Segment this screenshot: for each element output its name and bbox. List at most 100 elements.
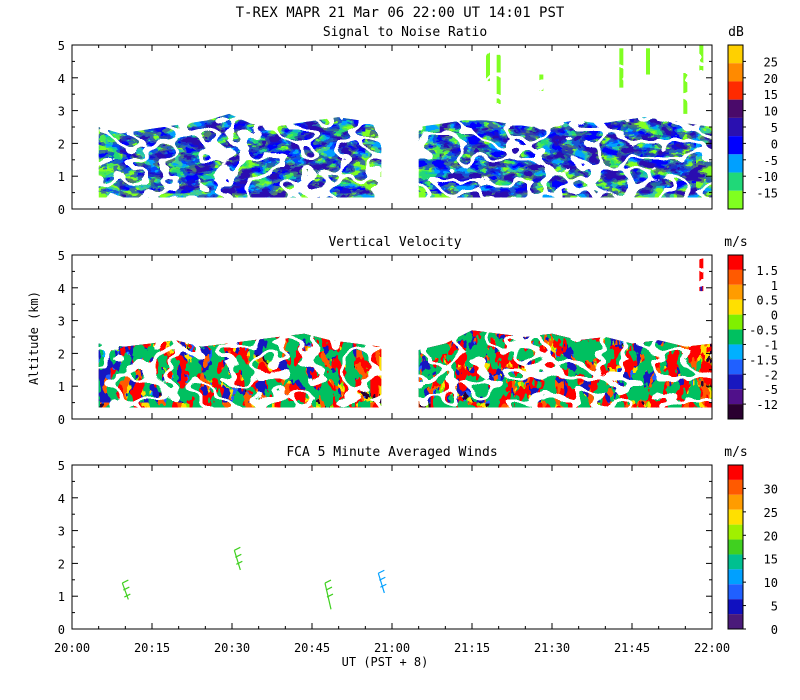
colorbar-swatch <box>728 404 743 419</box>
velocity-heatmap <box>98 258 712 408</box>
wind-barb <box>377 569 387 594</box>
colorbar-label: 20 <box>764 72 778 86</box>
colorbar-swatch <box>728 539 743 555</box>
colorbar-swatch <box>728 284 743 300</box>
snr-return <box>699 45 704 72</box>
colorbar-swatch <box>728 569 743 585</box>
colorbar-label: 0 <box>771 623 778 637</box>
y-tick-label: 1 <box>58 170 65 184</box>
colorbar-label: -15 <box>756 187 778 201</box>
x-tick-label: 21:00 <box>374 641 410 655</box>
colorbar-swatch <box>728 172 743 191</box>
colorbar-label: -0.5 <box>749 324 778 338</box>
heatmap-layer <box>119 113 382 198</box>
y-tick-label: 3 <box>58 525 65 539</box>
colorbar-swatch <box>728 117 743 137</box>
colorbar-swatch <box>728 524 743 540</box>
colorbar-label: 1 <box>771 279 778 293</box>
colorbar-label: 0 <box>771 309 778 323</box>
x-tick-label: 20:15 <box>134 641 170 655</box>
snr-panel-title: Signal to Noise Ratio <box>323 25 487 40</box>
y-tick-label: 4 <box>58 282 65 296</box>
winds-axes: 0 1 2 3 4 5 <box>58 459 713 637</box>
colorbar-swatch <box>728 299 743 315</box>
colorbar-swatch <box>728 494 743 510</box>
velocity-return <box>699 258 704 292</box>
y-tick-label: 1 <box>58 590 65 604</box>
wind-barb-flag <box>234 546 241 551</box>
x-tick-labels: 20:00 20:15 20:30 20:45 21:00 21:15 21:30 21:45… <box>54 641 730 655</box>
colorbar-label: 25 <box>764 55 778 69</box>
velocity-return <box>700 281 703 292</box>
y-tick-label: 1 <box>58 380 65 394</box>
colorbar-label: 10 <box>764 105 778 119</box>
colorbar-frame <box>727 464 744 630</box>
x-axis-label: UT (PST + 8) <box>342 655 429 669</box>
heatmap-region <box>98 113 382 198</box>
y-axis-label: Altitude (km) <box>27 291 41 385</box>
wind-barb <box>324 579 334 610</box>
wind-barb-flag <box>123 586 130 591</box>
velocity-colorbar: 1.510.50-0.5-1-1.5-2-5-12 <box>727 254 778 420</box>
colorbar-label: 0.5 <box>756 294 778 308</box>
colorbar-swatch <box>728 465 743 480</box>
wind-barb <box>121 579 131 600</box>
x-tick-label: 21:15 <box>454 641 490 655</box>
colorbar-label: -1.5 <box>749 353 778 367</box>
colorbar-label: 1.5 <box>756 264 778 278</box>
velocity-colorbar-unit: m/s <box>724 235 747 250</box>
colorbar-swatch <box>728 190 743 209</box>
y-tick-label: 2 <box>58 557 65 571</box>
colorbar-swatch <box>728 584 743 600</box>
plot-frame <box>71 464 713 630</box>
colorbar-swatch <box>728 81 743 100</box>
winds-colorbar: 30 25 20 15 10 5 0 <box>727 464 778 637</box>
colorbar-swatch <box>728 389 743 405</box>
snr-colorbar: 25 20 15 10 5 0 -5 -10 -15 <box>727 44 778 210</box>
colorbar-label: -1 <box>764 338 778 352</box>
colorbar-label: -5 <box>764 383 778 397</box>
snr-return <box>646 48 650 75</box>
colorbar-label: 15 <box>764 553 778 567</box>
colorbar-swatch <box>728 554 743 570</box>
wind-barb-flag <box>122 579 129 584</box>
x-tick-label: 20:45 <box>294 641 330 655</box>
x-tick-label: 20:00 <box>54 641 90 655</box>
wind-barb-flag <box>325 586 333 591</box>
y-tick-label: 3 <box>58 105 65 119</box>
x-tick-label: 21:45 <box>614 641 650 655</box>
y-tick-label: 0 <box>58 623 65 637</box>
snr-return <box>619 48 624 88</box>
heatmap-layer <box>418 330 701 408</box>
y-tick-label: 2 <box>58 137 65 151</box>
heatmap-region <box>98 333 382 408</box>
heatmap-layer <box>439 117 712 198</box>
colorbar-label: 15 <box>764 88 778 102</box>
velocity-panel-title: Vertical Velocity <box>328 235 461 250</box>
wind-barb-flag <box>124 593 131 598</box>
heatmap-layer <box>98 333 371 408</box>
colorbar-label: 20 <box>764 529 778 543</box>
colorbar-label: -5 <box>764 154 778 168</box>
wind-barb-shaft <box>121 582 129 600</box>
wind-barb-flag <box>380 583 387 588</box>
colorbar-label: 0 <box>771 137 778 151</box>
colorbar-frame <box>727 254 744 420</box>
y-tick-label: 5 <box>58 249 65 263</box>
colorbar-swatch <box>728 374 743 390</box>
colorbar-label: -12 <box>756 398 778 412</box>
heatmap-region <box>418 117 712 198</box>
snr-colorbar-unit: dB <box>728 25 744 40</box>
colorbar-swatch <box>728 45 743 64</box>
snr-panel: Signal to Noise Ratio 0 1 2 3 4 5 25 20 15 10 5 0 -… <box>58 25 778 217</box>
wind-barb-shaft <box>377 573 385 594</box>
x-tick-label: 21:30 <box>534 641 570 655</box>
colorbar-label: 25 <box>764 506 778 520</box>
colorbar-swatch <box>728 344 743 360</box>
wind-barb-flag <box>378 569 385 574</box>
colorbar-swatch <box>728 509 743 525</box>
velocity-axes: 0 1 2 3 4 5 <box>58 249 713 427</box>
colorbar-label: 5 <box>771 121 778 135</box>
